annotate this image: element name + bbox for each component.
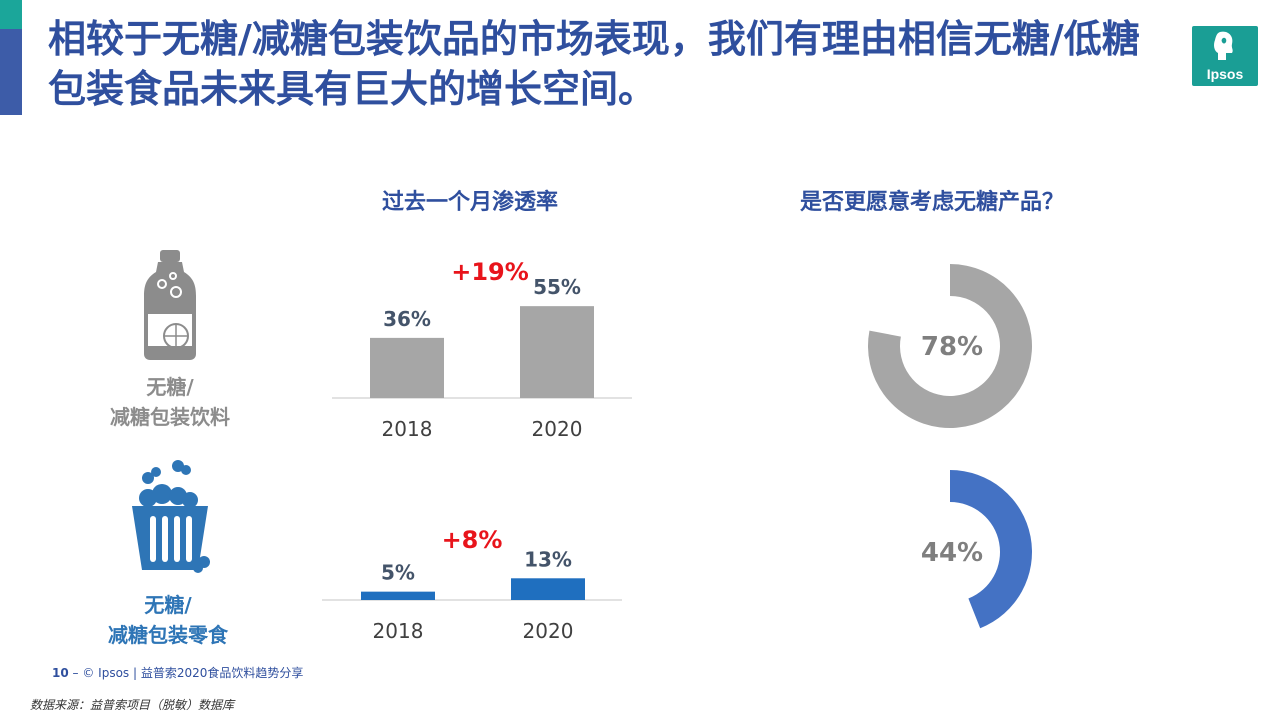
tick-label-2018: 2018: [382, 417, 433, 441]
ipsos-logo: Ipsos: [1192, 26, 1258, 86]
data-label-2020: 55%: [533, 275, 581, 299]
snack-box-icon: [132, 460, 210, 573]
donut-segment: [868, 264, 1032, 428]
footer-dash: –: [72, 666, 83, 680]
donut-beverage: 78%: [868, 264, 1032, 428]
slide-title: 相较于无糖/减糖包装饮品的市场表现，我们有理由相信无糖/低糖包装食品未来具有巨大…: [48, 17, 1140, 111]
donut-value-label: 44%: [921, 538, 983, 568]
source-note: 数据来源：益普索项目（脱敏）数据库: [30, 698, 235, 712]
tick-label-2020: 2020: [523, 619, 574, 643]
donut-snack: 44%: [921, 470, 1032, 629]
row-label-snack-line1: 无糖/: [144, 593, 192, 617]
bar-2018: [370, 337, 444, 398]
data-label-2020: 13%: [524, 547, 572, 571]
change-label: +8%: [442, 526, 503, 554]
bottle-icon: [144, 250, 196, 360]
change-label: +19%: [451, 258, 529, 286]
footer-text: © Ipsos | 益普索2020食品饮料趋势分享: [82, 666, 304, 680]
data-label-2018: 36%: [383, 307, 431, 331]
row-label-beverage-line2: 减糖包装饮料: [110, 405, 230, 429]
bar-chart-snack: 5% 2018 13% 2020 +8%: [322, 526, 622, 643]
tick-label-2018: 2018: [373, 619, 424, 643]
preference-title: 是否更愿意考虑无糖产品？: [800, 190, 1065, 215]
footer-page-number: 10: [52, 666, 69, 680]
logo-text: Ipsos: [1206, 66, 1244, 82]
row-label-beverage: 无糖/ 减糖包装饮料: [70, 372, 270, 432]
data-label-2018: 5%: [381, 561, 415, 585]
tick-label-2020: 2020: [532, 417, 583, 441]
bar-2020: [511, 578, 585, 600]
logo-head-icon: [1214, 31, 1233, 60]
bar-2020: [520, 306, 594, 398]
row-label-beverage-line1: 无糖/: [146, 375, 194, 399]
donut-value-label: 78%: [921, 332, 983, 362]
bar-chart-beverage: 36% 2018 55% 2020 +19%: [332, 258, 632, 441]
donut-segment: [950, 470, 1032, 629]
row-label-snack-line2: 减糖包装零食: [108, 623, 228, 647]
penetration-title: 过去一个月渗透率: [382, 190, 559, 215]
row-label-snack: 无糖/ 减糖包装零食: [68, 590, 268, 650]
bar-2018: [361, 591, 435, 600]
footer: 10 – © Ipsos | 益普索2020食品饮料趋势分享: [52, 664, 303, 681]
accent-bar: [0, 0, 22, 115]
